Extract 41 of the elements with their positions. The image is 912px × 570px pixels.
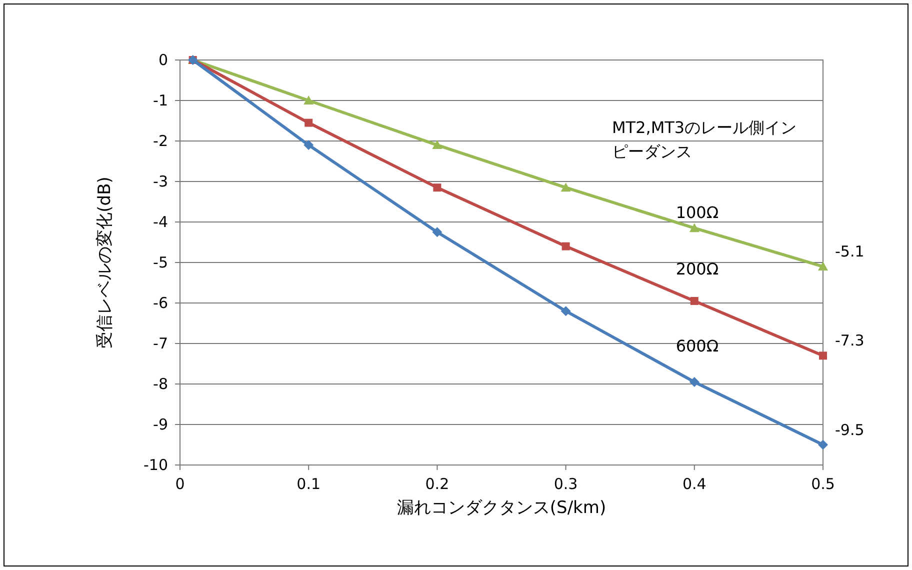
x-tick-label: 0.3 xyxy=(554,475,578,493)
y-tick-label: -5 xyxy=(153,254,168,272)
text: -5.1 xyxy=(835,242,864,261)
point xyxy=(690,296,698,305)
point xyxy=(304,118,313,127)
y-tick-label: -1 xyxy=(153,92,168,110)
point xyxy=(432,140,442,150)
y-tick-label: 0 xyxy=(158,51,168,69)
y-tick-label: -9 xyxy=(153,416,168,434)
point xyxy=(432,227,442,238)
x-tick-label: 0.2 xyxy=(425,475,450,493)
point xyxy=(304,96,314,104)
point xyxy=(689,223,700,232)
text: -9.5 xyxy=(835,420,864,439)
series-label: 100Ω xyxy=(676,202,719,222)
y-tick-label: -8 xyxy=(153,375,168,393)
series-label: 200Ω xyxy=(676,260,719,279)
x-tick-label: 0.5 xyxy=(811,475,835,493)
point xyxy=(560,306,571,316)
y-tick-label: -6 xyxy=(153,294,168,312)
point xyxy=(433,184,442,192)
x-tick-label: 0.4 xyxy=(682,475,706,493)
y-tick-label: -10 xyxy=(144,456,168,474)
point xyxy=(818,440,828,450)
legend-title: MT2,MT3のレール側インピーダンス xyxy=(612,117,797,163)
series-label: 600Ω xyxy=(676,336,719,356)
point xyxy=(689,376,700,387)
text: -7.3 xyxy=(835,332,864,350)
point xyxy=(560,182,571,192)
point xyxy=(818,262,828,271)
point xyxy=(562,242,570,250)
y-axis-title: 受信レベルの変化(dB) xyxy=(95,176,115,348)
x-axis-title: 漏れコンダクタンス(S/km) xyxy=(396,498,606,518)
x-tick-label: 0.1 xyxy=(296,475,321,493)
x-tick-label: 0 xyxy=(175,475,185,493)
y-tick-label: -7 xyxy=(153,334,168,352)
point xyxy=(819,352,827,360)
y-tick-label: -4 xyxy=(153,213,168,231)
y-tick-label: -3 xyxy=(153,172,168,190)
point xyxy=(304,140,314,150)
y-tick-label: -2 xyxy=(153,132,168,150)
